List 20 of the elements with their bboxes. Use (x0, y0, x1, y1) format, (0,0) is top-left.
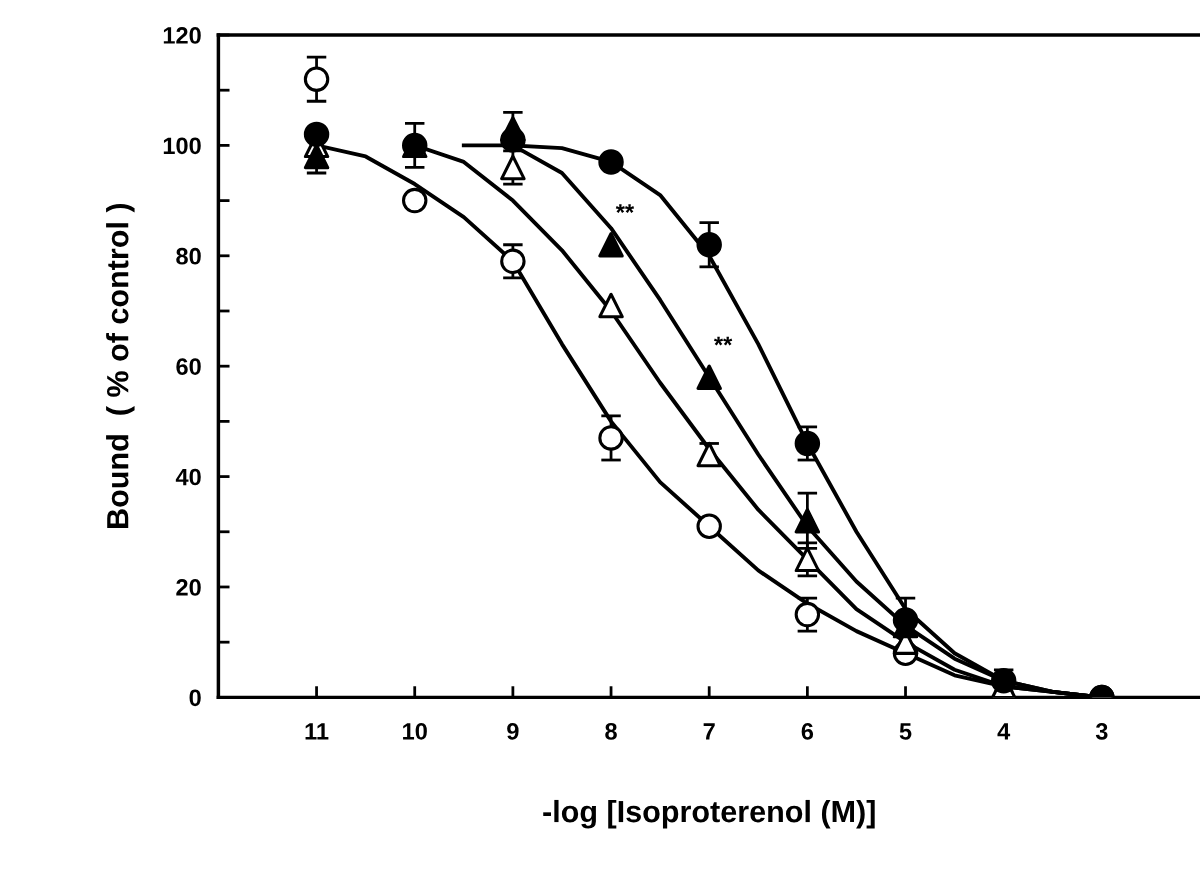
x-tick-label: 11 (305, 723, 329, 740)
x-tick-label: 3 (1095, 723, 1108, 740)
x-axis-title: -log [Isoproterenol (M)] (543, 799, 875, 829)
annotation: ** (713, 336, 733, 346)
x-tick-label: 6 (801, 723, 814, 740)
y-tick-label: 20 (176, 579, 201, 596)
x-tick-label: 8 (605, 723, 617, 740)
x-tick-label: 4 (997, 723, 1011, 740)
x-tick-label: 10 (403, 723, 427, 740)
y-tick-label: 60 (176, 358, 201, 375)
y-axis-title: Bound ( % of control ) (106, 203, 135, 528)
x-tick-label: 9 (507, 723, 519, 740)
y-tick-label: 120 (163, 27, 201, 44)
annotation: ** (615, 204, 635, 213)
y-tick-label: 100 (163, 137, 201, 155)
x-tick-label: 7 (703, 723, 715, 740)
y-tick-label: 80 (176, 247, 201, 265)
y-tick-label: 0 (189, 689, 201, 707)
x-tick-label: 5 (899, 723, 912, 740)
y-tick-label: 40 (175, 468, 201, 486)
